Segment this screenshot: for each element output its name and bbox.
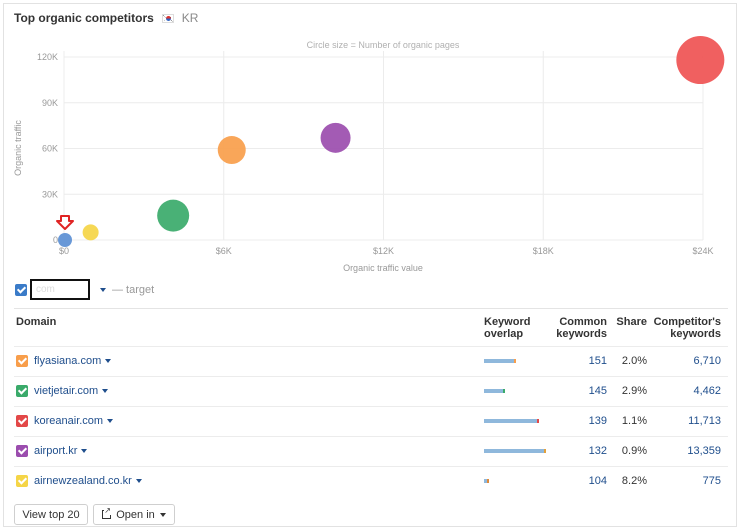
y-tick-label: 90K [42, 98, 58, 108]
y-axis-label: Organic traffic [13, 120, 23, 176]
view-top-label: View top 20 [22, 508, 80, 521]
header-share[interactable]: Share [616, 316, 647, 328]
common-keywords-link[interactable]: 145 [588, 385, 607, 397]
table-row: vietjetair.com 145 2.9% 4,462 [14, 376, 728, 406]
competitors-panel [3, 3, 737, 527]
table-row: koreanair.com 139 1.1% 11,713 [14, 406, 728, 436]
x-tick-label: $0 [59, 246, 69, 256]
panel-title: Top organic competitors [14, 11, 154, 25]
bubble-target[interactable] [58, 233, 72, 247]
header-competitor-keywords[interactable]: Competitor's keywords [652, 316, 721, 340]
target-label: — target [112, 283, 155, 296]
domain-checkbox[interactable] [16, 475, 28, 487]
domain-dropdown-caret-icon[interactable] [135, 479, 142, 483]
header-competitor-line1: Competitor's [653, 316, 721, 328]
domain-cell: vietjetair.com [16, 385, 109, 397]
x-tick-label: $6K [216, 246, 232, 256]
header-keyword-overlap-line1: Keyword [484, 316, 531, 328]
open-in-caret-icon [159, 512, 166, 517]
overlap-bar-tip [487, 479, 489, 483]
overlap-bar-tip [544, 449, 546, 453]
common-keywords-link[interactable]: 151 [588, 355, 607, 367]
competitor-keywords-link[interactable]: 13,359 [687, 445, 721, 457]
target-row: com — target [15, 279, 154, 300]
header-domain[interactable]: Domain [16, 316, 57, 328]
domain-dropdown-caret-icon[interactable] [102, 389, 109, 393]
common-keywords-link[interactable]: 104 [588, 475, 607, 487]
bubble-koreanair-com[interactable] [676, 36, 725, 85]
open-in-button[interactable]: Open in [93, 504, 175, 525]
domain-link[interactable]: airport.kr [34, 445, 78, 457]
header-common-line2: keywords [556, 328, 607, 340]
share-value: 8.2% [621, 475, 647, 487]
header-common-line1: Common [559, 316, 607, 328]
target-checkbox[interactable] [15, 283, 27, 296]
header-keyword-overlap-line2: overlap [484, 328, 524, 340]
target-arrow-icon [56, 215, 74, 230]
external-link-icon [102, 507, 112, 519]
divider [14, 308, 728, 309]
panel-header: Top organic competitors KR [14, 11, 198, 25]
domain-cell: airport.kr [16, 445, 88, 457]
share-value: 2.0% [621, 355, 647, 367]
header-competitor-line2: keywords [670, 328, 721, 340]
domain-link[interactable]: airnewzealand.co.kr [34, 475, 132, 487]
keyword-overlap-bar [484, 449, 546, 453]
competitors-bubble-chart: Circle size = Number of organic pages Or… [13, 36, 725, 273]
target-dropdown-caret-icon[interactable] [100, 287, 106, 292]
overlap-bar-tip [503, 389, 505, 393]
domain-dropdown-caret-icon[interactable] [107, 419, 114, 423]
header-keyword-overlap[interactable]: Keyword overlap [484, 316, 530, 340]
x-tick-label: $18K [533, 246, 554, 256]
domain-checkbox[interactable] [16, 355, 28, 367]
domain-cell: airnewzealand.co.kr [16, 475, 142, 487]
common-keywords-link[interactable]: 139 [588, 415, 607, 427]
share-value: 2.9% [621, 385, 647, 397]
bubble-vietjetair-com[interactable] [157, 199, 190, 232]
competitor-keywords-link[interactable]: 11,713 [688, 415, 721, 427]
domain-link[interactable]: flyasiana.com [34, 355, 102, 367]
country-code: KR [181, 11, 199, 25]
competitor-keywords-link[interactable]: 4,462 [693, 385, 721, 397]
y-tick-label: 0 [53, 235, 58, 245]
overlap-bar-tip [514, 359, 516, 363]
competitor-keywords-link[interactable]: 6,710 [693, 355, 721, 367]
domain-dropdown-caret-icon[interactable] [105, 359, 112, 363]
domain-dropdown-caret-icon[interactable] [81, 449, 88, 453]
domain-checkbox[interactable] [16, 385, 28, 397]
y-tick-label: 60K [42, 144, 58, 154]
x-tick-label: $24K [692, 246, 713, 256]
overlap-bar-tip [537, 419, 539, 423]
bubble-airnewzealand-co-kr[interactable] [82, 224, 99, 241]
view-top-button[interactable]: View top 20 [14, 504, 88, 525]
share-value: 0.9% [621, 445, 647, 457]
bubble-flyasiana-com[interactable] [217, 136, 246, 165]
korea-flag-icon [161, 13, 174, 23]
common-keywords-link[interactable]: 132 [588, 445, 607, 457]
keyword-overlap-bar [484, 479, 489, 483]
keyword-overlap-bar [484, 359, 516, 363]
table-row: flyasiana.com 151 2.0% 6,710 [14, 346, 728, 376]
domain-link[interactable]: koreanair.com [34, 415, 104, 427]
table-row: airnewzealand.co.kr 104 8.2% 775 [14, 466, 728, 496]
target-domain-input[interactable]: com [30, 279, 90, 300]
keyword-overlap-bar [484, 419, 539, 423]
header-common-keywords[interactable]: Common keywords [550, 316, 607, 340]
domain-checkbox[interactable] [16, 415, 28, 427]
domain-link[interactable]: vietjetair.com [34, 385, 99, 397]
y-tick-label: 120K [37, 52, 58, 62]
keyword-overlap-bar [484, 389, 505, 393]
domain-cell: flyasiana.com [16, 355, 112, 367]
competitor-keywords-link[interactable]: 775 [702, 475, 721, 487]
x-tick-label: $12K [373, 246, 394, 256]
open-in-label: Open in [116, 508, 155, 521]
domain-cell: koreanair.com [16, 415, 114, 427]
table-row: airport.kr 132 0.9% 13,359 [14, 436, 728, 466]
chart-annotation: Circle size = Number of organic pages [307, 40, 460, 50]
share-value: 1.1% [621, 415, 647, 427]
bubble-airport-kr[interactable] [320, 122, 351, 153]
y-tick-label: 30K [42, 189, 58, 199]
domain-checkbox[interactable] [16, 445, 28, 457]
x-axis-label: Organic traffic value [343, 263, 423, 273]
